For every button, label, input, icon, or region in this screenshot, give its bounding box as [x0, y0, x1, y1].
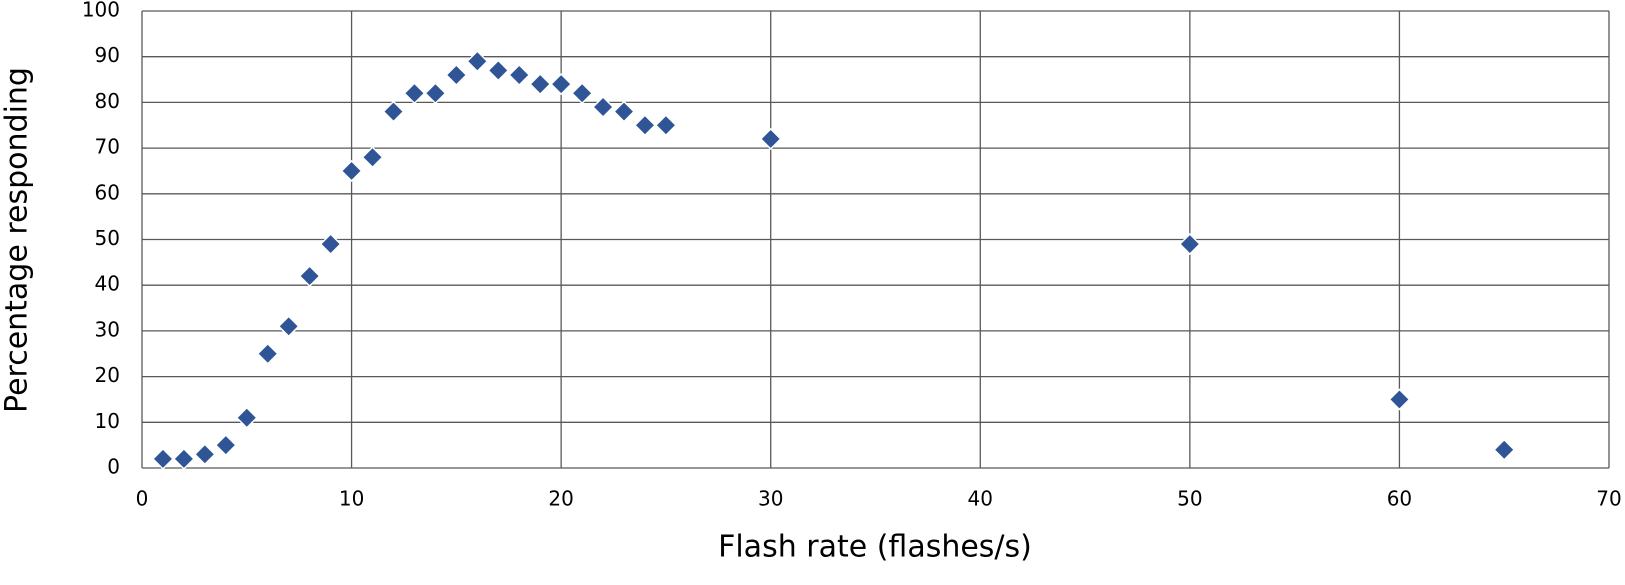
y-tick-label: 70 — [95, 135, 120, 159]
y-tick-label: 80 — [95, 89, 120, 113]
y-tick-label: 50 — [95, 226, 120, 250]
y-tick-label: 40 — [95, 272, 120, 296]
data-point — [277, 315, 300, 338]
data-point — [403, 82, 426, 105]
y-tick-label: 0 — [107, 455, 120, 479]
data-point — [529, 73, 552, 96]
data-point — [591, 95, 615, 119]
data-point — [172, 447, 195, 470]
data-point — [612, 100, 636, 123]
data-point — [361, 146, 384, 169]
data-point — [1388, 388, 1411, 411]
data-point — [654, 114, 677, 137]
data-point — [235, 406, 258, 429]
y-tick-label: 100 — [82, 0, 120, 22]
x-tick-label: 0 — [136, 487, 149, 511]
data-point — [759, 127, 782, 151]
data-point — [1493, 438, 1516, 461]
y-tick-label: 10 — [95, 409, 120, 433]
data-point — [193, 443, 216, 466]
x-tick-label: 50 — [1177, 487, 1202, 511]
data-point — [424, 82, 447, 105]
data-point — [319, 233, 342, 256]
data-point — [151, 447, 175, 470]
x-tick-label: 40 — [968, 487, 993, 511]
y-axis-title: Percentage responding — [0, 67, 35, 413]
y-tick-label: 30 — [95, 317, 120, 341]
x-tick-label: 30 — [758, 487, 783, 511]
data-point — [1178, 233, 1201, 256]
data-point — [382, 100, 405, 123]
data-point — [256, 342, 279, 365]
y-tick-label: 20 — [95, 363, 120, 387]
x-tick-label: 20 — [548, 487, 573, 511]
data-point — [214, 434, 237, 457]
x-tick-label: 10 — [339, 487, 364, 511]
data-point — [298, 264, 321, 288]
data-point — [633, 114, 657, 137]
data-point — [340, 159, 363, 183]
data-point — [445, 63, 468, 87]
data-point — [487, 59, 510, 82]
data-point — [466, 50, 489, 73]
data-point — [571, 82, 594, 105]
x-tick-label: 70 — [1596, 487, 1621, 511]
y-tick-label: 90 — [95, 43, 120, 67]
y-tick-label: 60 — [95, 180, 120, 204]
x-axis-title: Flash rate (flashes/s) — [718, 530, 1032, 565]
data-point — [508, 63, 531, 87]
data-point — [550, 73, 573, 96]
x-tick-label: 60 — [1387, 487, 1412, 511]
